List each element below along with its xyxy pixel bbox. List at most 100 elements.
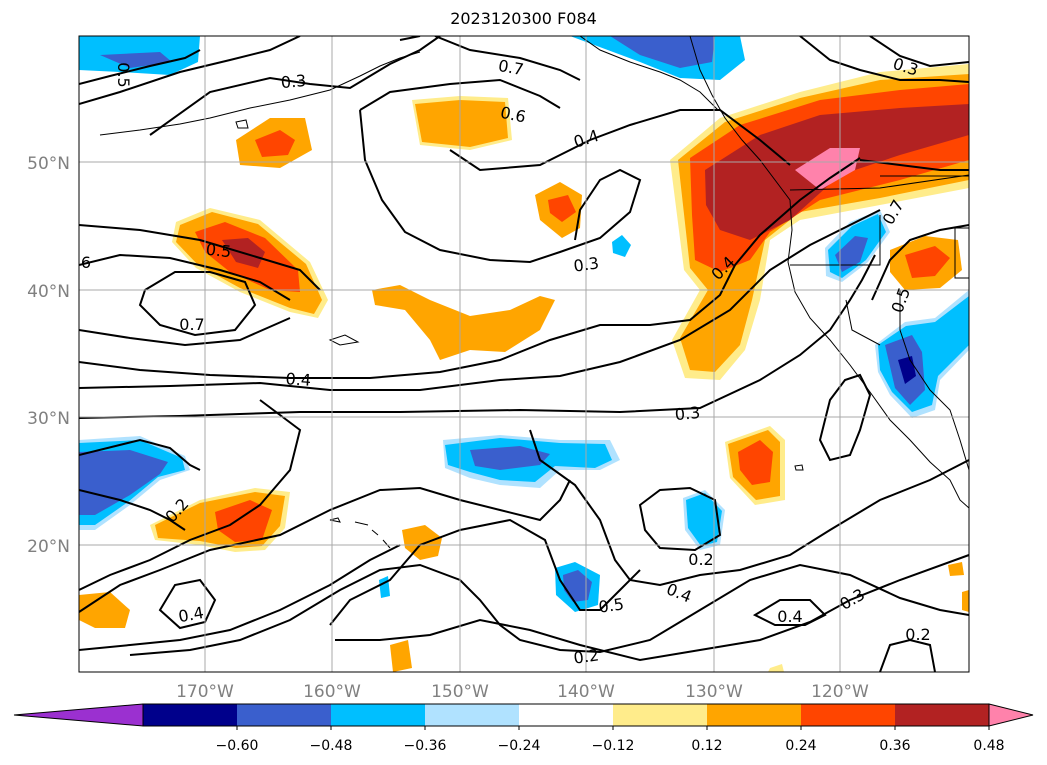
anomaly-blob [948, 562, 964, 576]
latitude-labels: 50°N 40°N 30°N 20°N [27, 154, 70, 557]
colorbar-tick-label: −0.60 [216, 738, 259, 754]
contour-label: 0.3 [280, 71, 307, 92]
anomaly-blob [470, 446, 550, 470]
colorbar-segment [519, 704, 614, 726]
contour-line [79, 438, 201, 471]
contour-line [871, 224, 969, 301]
map-title: 2023120300 F084 [450, 9, 597, 28]
colorbar-tick-label: 0.36 [879, 738, 910, 754]
colorbar-tick-label: −0.36 [404, 738, 447, 754]
anomaly-blob [79, 592, 130, 628]
anomaly-blob [905, 246, 950, 278]
coastline [899, 290, 969, 471]
colorbar-tick-label: 0.24 [785, 738, 816, 754]
contour-label: 0.2 [688, 550, 713, 569]
island [794, 464, 804, 471]
colorbar: −0.60 −0.48 −0.36 −0.24 −0.12 0.12 0.24 0.36 0.4… [13, 703, 1034, 754]
contour-line [529, 429, 969, 587]
island [328, 334, 360, 346]
contour-line [79, 253, 291, 301]
colorbar-segment [143, 704, 238, 726]
contour-line [79, 544, 401, 651]
lat-label: 40°N [27, 282, 70, 302]
anomaly-blob [835, 236, 868, 272]
contour-label: 0.3 [674, 403, 701, 424]
island [329, 517, 341, 523]
contour-line [799, 36, 969, 83]
anomaly-blob [795, 148, 860, 190]
lat-label: 30°N [27, 409, 70, 429]
contour-label: 0.5 [597, 594, 625, 616]
colorbar-segment [613, 704, 708, 726]
coastline [689, 36, 969, 509]
country-border [789, 174, 969, 191]
colorbar-tick-label: 0.48 [973, 738, 1004, 754]
colorbar-tick-label: −0.24 [498, 738, 541, 754]
contour-line [79, 489, 186, 531]
contour-line [434, 36, 581, 81]
lon-label: 150°W [431, 682, 489, 702]
colorbar-extend-high [988, 703, 1034, 727]
anomaly-blob [390, 640, 412, 672]
contour-line [359, 109, 642, 264]
contour-line [335, 554, 969, 662]
state-border [845, 299, 881, 346]
anomaly-blob [372, 285, 555, 360]
contour-line [79, 49, 201, 85]
contour-line [638, 486, 722, 552]
contour-label: 0.4 [777, 607, 802, 626]
contour-line [79, 254, 876, 419]
lat-label: 20°N [27, 537, 70, 557]
contour-line [752, 599, 827, 626]
map-frame [78, 35, 970, 673]
contour-line [79, 209, 881, 391]
lon-label: 170°W [176, 682, 234, 702]
contour-label: 0.3 [572, 253, 600, 275]
anomaly-blob [415, 100, 508, 147]
anomaly-blob [215, 500, 272, 542]
contour-label: 0.4 [177, 603, 205, 626]
contour-line [818, 373, 872, 462]
contour-line [79, 399, 302, 591]
colorbar-segment [801, 704, 896, 726]
contour-line [869, 36, 969, 68]
contour-line [138, 271, 257, 337]
anomaly-blob [548, 195, 576, 222]
island [354, 521, 391, 549]
colorbar-tick-label: 0.12 [691, 738, 722, 754]
anomaly-blob [768, 664, 784, 672]
contour-line [79, 479, 571, 613]
anomaly-blob [79, 450, 168, 515]
anomaly-blob [255, 130, 295, 157]
contour-label: 0.5 [205, 240, 232, 262]
coastline [579, 36, 719, 111]
coastline-layer [99, 36, 969, 549]
contour-line [149, 36, 441, 136]
anomaly-blob [610, 36, 715, 68]
contour-label: 0.2 [905, 625, 930, 644]
lat-label: 50°N [27, 154, 70, 174]
contour-line [158, 578, 217, 630]
anomaly-blob [402, 525, 442, 560]
colorbar-tick-label: −0.48 [310, 738, 353, 754]
contour-layer [79, 36, 969, 672]
lon-label: 160°W [303, 682, 361, 702]
contour-label: 0.4 [285, 369, 312, 390]
gridlines [79, 36, 969, 672]
map-area: 0.3 0.7 0.6 0.4 0.5 0.7 0.4 0.3 0.3 0.2 … [79, 36, 969, 672]
colorbar-segment [425, 704, 520, 726]
lon-label: 140°W [557, 682, 615, 702]
coastline [99, 51, 421, 136]
contour-line [79, 157, 861, 379]
contour-label: 6 [81, 253, 91, 272]
colorbar-segment [331, 704, 426, 726]
lon-label: 120°W [811, 682, 869, 702]
contour-line [359, 78, 561, 111]
contour-line [329, 518, 641, 626]
colorbar-segment [237, 704, 332, 726]
anomaly-blob [962, 590, 969, 612]
contour-line [879, 638, 936, 672]
contour-line [79, 317, 291, 347]
colorbar-tick-label: −0.12 [592, 738, 635, 754]
